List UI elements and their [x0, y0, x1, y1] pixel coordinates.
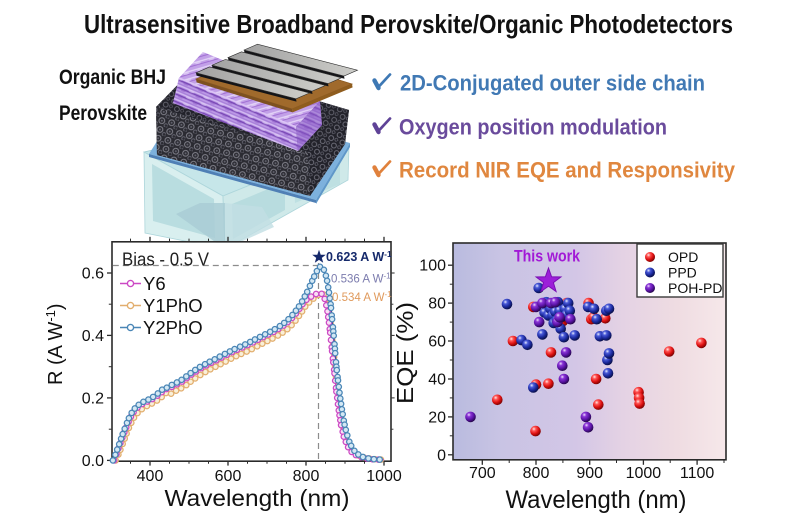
svg-text:400: 400 [137, 468, 164, 485]
svg-text:2D-Conjugated outer side chain: 2D-Conjugated outer side chain [400, 71, 705, 96]
svg-text:0.536 A W-1: 0.536 A W-1 [331, 272, 391, 286]
svg-text:0: 0 [437, 447, 446, 464]
svg-text:EQE (%): EQE (%) [392, 302, 418, 404]
svg-text:0.4: 0.4 [82, 328, 104, 345]
svg-text:800: 800 [523, 465, 550, 482]
svg-text:1100: 1100 [680, 465, 715, 482]
svg-text:POH-PD: POH-PD [668, 280, 722, 296]
svg-text:800: 800 [293, 468, 320, 485]
svg-text:Wavelength (nm): Wavelength (nm) [165, 485, 350, 511]
svg-text:Y2PhO: Y2PhO [143, 317, 203, 338]
svg-text:This work: This work [514, 247, 580, 266]
svg-text:OPD: OPD [668, 249, 698, 265]
svg-text:1000: 1000 [366, 468, 402, 485]
svg-text:0.6: 0.6 [82, 266, 104, 283]
svg-text:PPD: PPD [668, 265, 697, 281]
svg-text:R (A W-1): R (A W-1) [43, 303, 67, 385]
svg-text:80: 80 [428, 296, 446, 313]
svg-text:Bias - 0.5 V: Bias - 0.5 V [122, 250, 209, 270]
svg-text:900: 900 [576, 465, 603, 482]
svg-text:600: 600 [215, 468, 242, 485]
svg-text:0.534 A W-1: 0.534 A W-1 [332, 290, 392, 304]
svg-text:Wavelength (nm): Wavelength (nm) [506, 486, 687, 514]
svg-text:Oxygen position modulation: Oxygen position modulation [399, 115, 667, 140]
svg-text:40: 40 [428, 372, 446, 389]
svg-text:Y1PhO: Y1PhO [143, 295, 203, 316]
svg-text:1000: 1000 [626, 465, 662, 482]
svg-text:Perovskite: Perovskite [59, 102, 147, 125]
svg-text:60: 60 [428, 334, 446, 351]
svg-text:Organic BHJ: Organic BHJ [59, 66, 166, 89]
svg-text:0.623 A W-1: 0.623 A W-1 [326, 249, 392, 264]
svg-text:0.0: 0.0 [82, 453, 104, 470]
svg-text:Record NIR EQE and Responsivit: Record NIR EQE and Responsivity [399, 158, 736, 183]
svg-text:100: 100 [419, 258, 446, 275]
svg-text:700: 700 [469, 465, 496, 482]
svg-text:0.2: 0.2 [82, 390, 104, 407]
svg-text:20: 20 [428, 409, 446, 426]
svg-text:Y6: Y6 [143, 273, 166, 294]
svg-text:Ultrasensitive Broadband Perov: Ultrasensitive Broadband Perovskite/Orga… [84, 9, 733, 39]
